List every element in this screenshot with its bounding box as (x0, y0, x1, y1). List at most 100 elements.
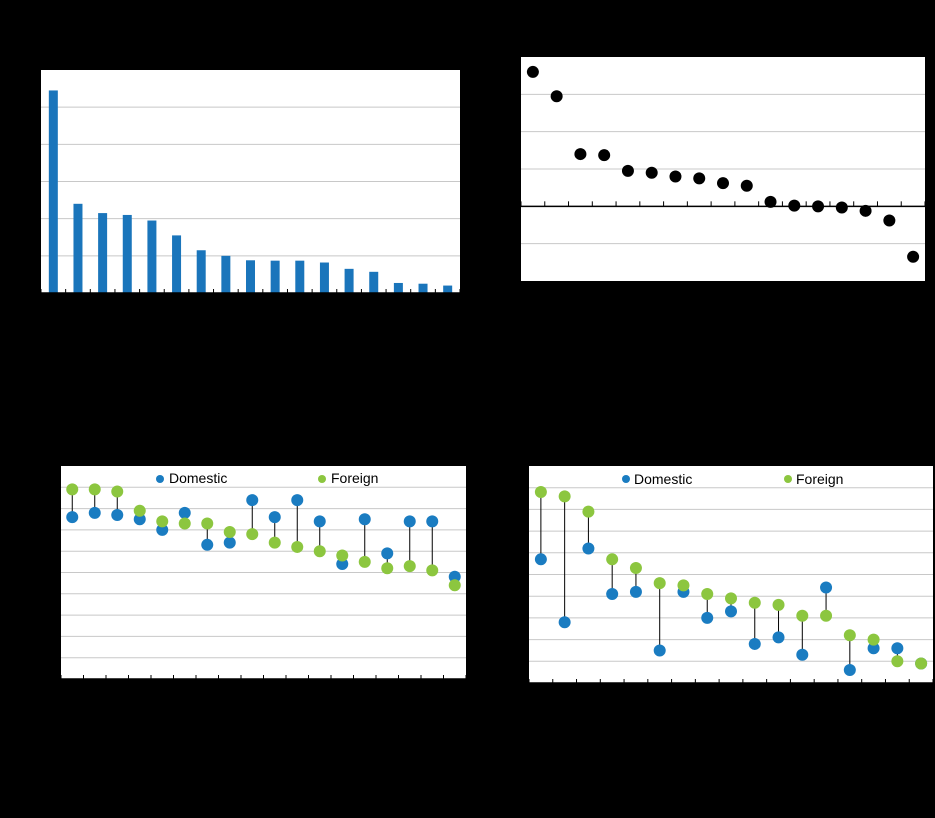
data-point-foreign (677, 579, 690, 592)
data-point-foreign (313, 545, 326, 558)
data-point (669, 170, 682, 183)
data-point-foreign (448, 579, 461, 592)
legend-marker-domestic (622, 475, 630, 483)
panel-dot-chart (520, 57, 926, 281)
data-point (526, 65, 539, 78)
data-point-domestic (843, 663, 856, 676)
axes (60, 675, 467, 680)
legend-marker-foreign (784, 475, 792, 483)
data-point-foreign (796, 609, 809, 622)
data-point-domestic (748, 637, 761, 650)
data-point (693, 172, 706, 185)
data-point-domestic (653, 644, 666, 657)
data-point (907, 250, 920, 263)
data-point (812, 200, 825, 213)
dots (534, 486, 928, 676)
data-point-domestic (178, 506, 191, 519)
panel-bar-chart (40, 70, 461, 294)
data-point (574, 148, 587, 161)
data-point-foreign (336, 549, 349, 562)
bar (221, 255, 231, 293)
data-point (598, 149, 611, 162)
legend-label-domestic: Domestic (634, 471, 692, 487)
data-point-domestic (403, 515, 416, 528)
gridlines (41, 106, 460, 257)
panel-dumbbell-chart-right: Domestic Foreign (528, 466, 934, 684)
gridlines (529, 487, 933, 662)
data-point-domestic (891, 642, 904, 655)
data-point-foreign (748, 596, 761, 609)
data-point-foreign (358, 555, 371, 568)
bar (147, 220, 157, 293)
data-point-foreign (66, 483, 79, 496)
bar (196, 250, 206, 293)
data-point (859, 204, 872, 217)
data-point-foreign (629, 561, 642, 574)
bar (319, 262, 329, 293)
data-point (788, 199, 801, 212)
data-point-foreign (268, 536, 281, 549)
legend-marker-foreign (318, 475, 326, 483)
data-point (835, 201, 848, 214)
data-point-foreign (606, 553, 619, 566)
data-point (764, 195, 777, 208)
data-point-foreign (843, 629, 856, 642)
data-point-domestic (582, 542, 595, 555)
bar (246, 260, 255, 293)
data-point-foreign (133, 504, 146, 517)
bar (122, 214, 132, 293)
data-point-foreign (653, 577, 666, 590)
data-point-foreign (88, 483, 101, 496)
bar (172, 235, 182, 293)
data-point-foreign (701, 588, 714, 601)
panel-dumbbell-chart-left: Domestic Foreign (60, 466, 467, 680)
legend: Domestic Foreign (622, 471, 843, 487)
axes (528, 679, 934, 684)
data-point-domestic (606, 588, 619, 601)
bar (73, 203, 83, 293)
data-point-domestic (291, 494, 304, 507)
bar (295, 260, 305, 293)
data-point-foreign (582, 505, 595, 518)
data-point-domestic (313, 515, 326, 528)
legend: Domestic Foreign (156, 470, 378, 486)
data-point-foreign (156, 515, 169, 528)
data-point-foreign (201, 517, 214, 530)
data-point-domestic (336, 557, 349, 570)
data-point-domestic (111, 508, 124, 521)
axes (40, 289, 461, 294)
legend-label-domestic: Domestic (169, 470, 227, 486)
data-point-domestic (725, 605, 737, 618)
data-point-domestic (701, 611, 714, 624)
data-point-foreign (891, 655, 904, 668)
bar (270, 260, 280, 293)
data-point-domestic (246, 494, 259, 507)
data-point (550, 90, 563, 103)
dots (66, 483, 461, 592)
data-point-foreign (820, 609, 833, 622)
legend-label-foreign: Foreign (331, 470, 378, 486)
data-point-foreign (725, 592, 737, 605)
data-point-foreign (403, 560, 416, 573)
bar (344, 268, 354, 293)
data-point-foreign (246, 528, 259, 541)
data-point-domestic (358, 513, 371, 526)
data-point-foreign (534, 486, 547, 499)
bar (418, 283, 428, 293)
data-point-domestic (201, 538, 214, 551)
data-point-domestic (772, 631, 785, 644)
data-point-domestic (88, 506, 101, 519)
data-point-domestic (66, 511, 79, 524)
data-point-foreign (558, 490, 571, 503)
data-point-domestic (629, 585, 642, 598)
data-point-foreign (111, 485, 124, 498)
data-point-domestic (448, 570, 461, 583)
data-point-domestic (867, 642, 880, 655)
bar (393, 282, 403, 293)
data-point-domestic (156, 523, 169, 536)
data-point (883, 214, 896, 227)
data-point (717, 177, 729, 190)
data-point-domestic (534, 553, 547, 566)
data-point-foreign (223, 526, 236, 539)
